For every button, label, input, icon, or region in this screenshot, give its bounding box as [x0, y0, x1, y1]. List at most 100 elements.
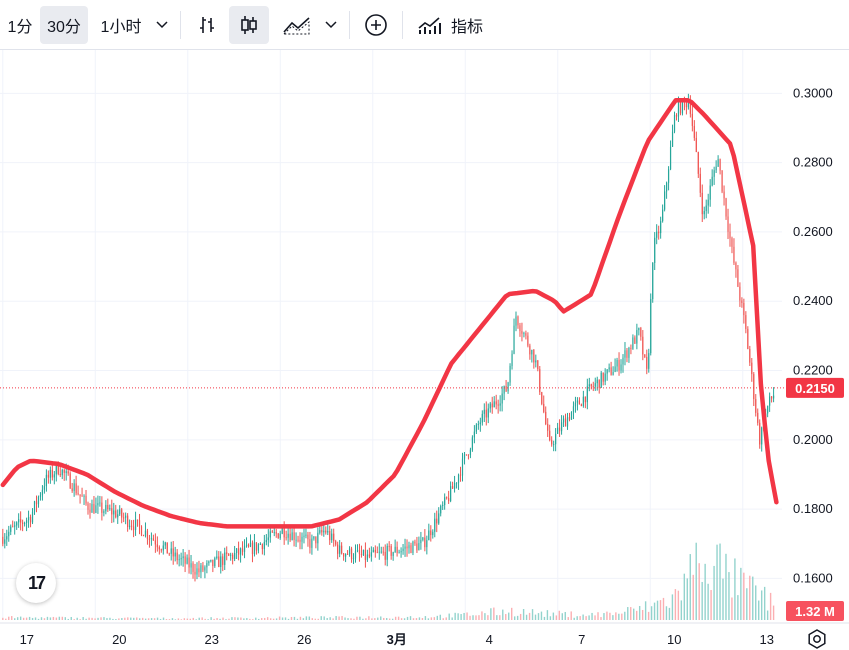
- volume-bar: [97, 617, 99, 620]
- volume-bar: [749, 575, 751, 620]
- volume-bar: [573, 617, 575, 620]
- bar-chart-button[interactable]: [187, 6, 227, 44]
- candle-body: [662, 209, 664, 222]
- overlay-line: [0, 97, 779, 529]
- candle-body: [634, 337, 636, 344]
- candle-body: [196, 568, 198, 575]
- volume-bar: [496, 615, 498, 620]
- chart-type-dropdown-button[interactable]: [319, 6, 343, 44]
- volume-bar: [466, 612, 468, 620]
- plus-circle-icon: [365, 13, 387, 36]
- candle-body: [727, 216, 729, 232]
- candle-body: [620, 364, 622, 371]
- volume-bar: [19, 616, 22, 620]
- tradingview-logo[interactable]: 17: [16, 563, 56, 603]
- volume-bar: [174, 619, 177, 620]
- volume-bar: [552, 612, 555, 620]
- candle-body: [537, 360, 539, 370]
- candle-body: [348, 548, 351, 555]
- candle-body: [132, 526, 135, 531]
- compare-button[interactable]: [356, 6, 396, 44]
- price-chart[interactable]: 0.3000 0.2800 0.2600 0.2400 0.2200 0.2000 0.18…: [0, 50, 849, 650]
- interval-1m-button[interactable]: 1分: [7, 18, 33, 36]
- candle-body: [715, 166, 717, 171]
- candle-body: [55, 464, 57, 475]
- candle-body: [529, 345, 531, 355]
- candle-body: [648, 353, 650, 369]
- volume-bar: [308, 616, 311, 620]
- candle-body: [180, 558, 182, 560]
- candle-body: [99, 502, 101, 504]
- y-tick-label: 0.1800: [793, 501, 833, 516]
- volume-bar: [359, 616, 361, 620]
- volume-bar: [112, 618, 114, 620]
- candle-body: [297, 539, 299, 541]
- area-chart-button[interactable]: [275, 6, 319, 44]
- candle-body: [2, 536, 4, 544]
- candle-body: [178, 559, 180, 561]
- candle-body: [428, 530, 430, 541]
- candle-body: [444, 497, 446, 505]
- gear-icon[interactable]: [806, 628, 828, 650]
- volume-bar: [460, 614, 462, 620]
- candle-body: [61, 469, 63, 476]
- x-tick-label: 13: [760, 632, 774, 647]
- candle-body: [43, 486, 46, 490]
- candle-body: [18, 519, 20, 523]
- candle-body: [87, 503, 89, 510]
- volume-bar: [103, 617, 105, 620]
- candle-body: [416, 543, 418, 551]
- interval-1h-button[interactable]: 1小时: [100, 18, 142, 36]
- candle-body: [45, 474, 47, 487]
- candle-body: [562, 418, 565, 423]
- candle-body: [150, 538, 153, 540]
- candle-body: [186, 557, 188, 564]
- y-tick-label: 0.2000: [793, 432, 833, 447]
- volume-bar: [228, 618, 230, 620]
- candle-body: [719, 159, 721, 171]
- volume-bar: [647, 611, 650, 620]
- volume-bar: [630, 607, 632, 620]
- chevron-down-icon: [156, 20, 168, 28]
- volume-bar: [433, 617, 436, 620]
- interval-30m-button[interactable]: 30分: [40, 5, 88, 44]
- volume-bar: [61, 616, 64, 620]
- volume-bar: [633, 608, 635, 620]
- candle-body: [450, 486, 452, 502]
- candle-body: [451, 486, 454, 489]
- candle-body: [339, 545, 341, 554]
- candlestick-button[interactable]: [229, 5, 269, 44]
- candle-body: [630, 347, 632, 349]
- candle-body: [378, 551, 380, 553]
- candle-body: [517, 316, 519, 326]
- candle-body: [346, 554, 349, 555]
- candle-body: [8, 531, 10, 537]
- volume-bar: [335, 616, 337, 620]
- candle-body: [364, 549, 367, 560]
- volume-bar: [275, 618, 278, 620]
- y-tick-label: 0.1600: [793, 570, 833, 585]
- candle-body: [327, 530, 329, 533]
- candle-body: [216, 556, 218, 559]
- volume-bar: [147, 618, 150, 620]
- candle-body: [41, 489, 44, 496]
- candle-body: [73, 483, 75, 491]
- interval-dropdown-button[interactable]: [150, 6, 174, 44]
- indicators-button[interactable]: 指标: [409, 6, 491, 44]
- volume-bar: [225, 619, 227, 620]
- candle-body: [741, 300, 743, 303]
- candle-body: [67, 471, 69, 474]
- candle-body: [588, 384, 590, 387]
- candle-body: [665, 182, 668, 192]
- candle-body: [323, 530, 325, 533]
- candle-body: [335, 541, 337, 545]
- volume-bar: [502, 609, 504, 620]
- volume-bar: [543, 616, 546, 620]
- candle-body: [190, 563, 192, 568]
- volume-bar: [448, 613, 450, 620]
- volume-bar: [418, 617, 421, 620]
- candle-body: [594, 383, 596, 387]
- candle-body: [513, 325, 515, 354]
- candle-body: [515, 316, 517, 326]
- volume-bar: [31, 617, 34, 620]
